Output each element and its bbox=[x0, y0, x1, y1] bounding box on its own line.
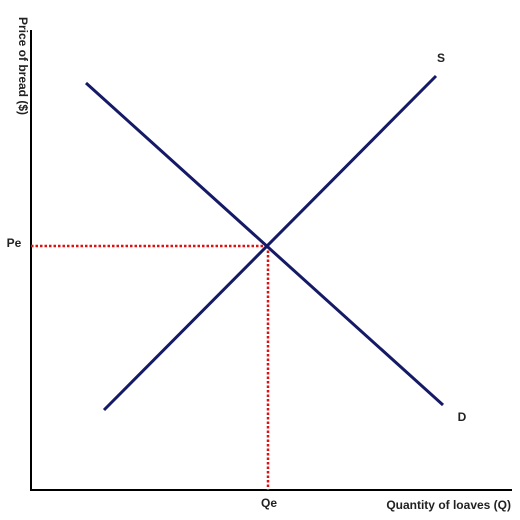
price-label: Pe bbox=[7, 236, 22, 250]
quantity-label: Qe bbox=[261, 496, 277, 510]
demand-label: D bbox=[458, 410, 467, 424]
supply-curve bbox=[102, 74, 438, 412]
demand-curve bbox=[84, 81, 445, 407]
y-axis-label: Price of bread ($) bbox=[16, 17, 30, 115]
x-axis-label: Quantity of loaves (Q) bbox=[386, 498, 511, 512]
supply-label: S bbox=[437, 51, 445, 65]
